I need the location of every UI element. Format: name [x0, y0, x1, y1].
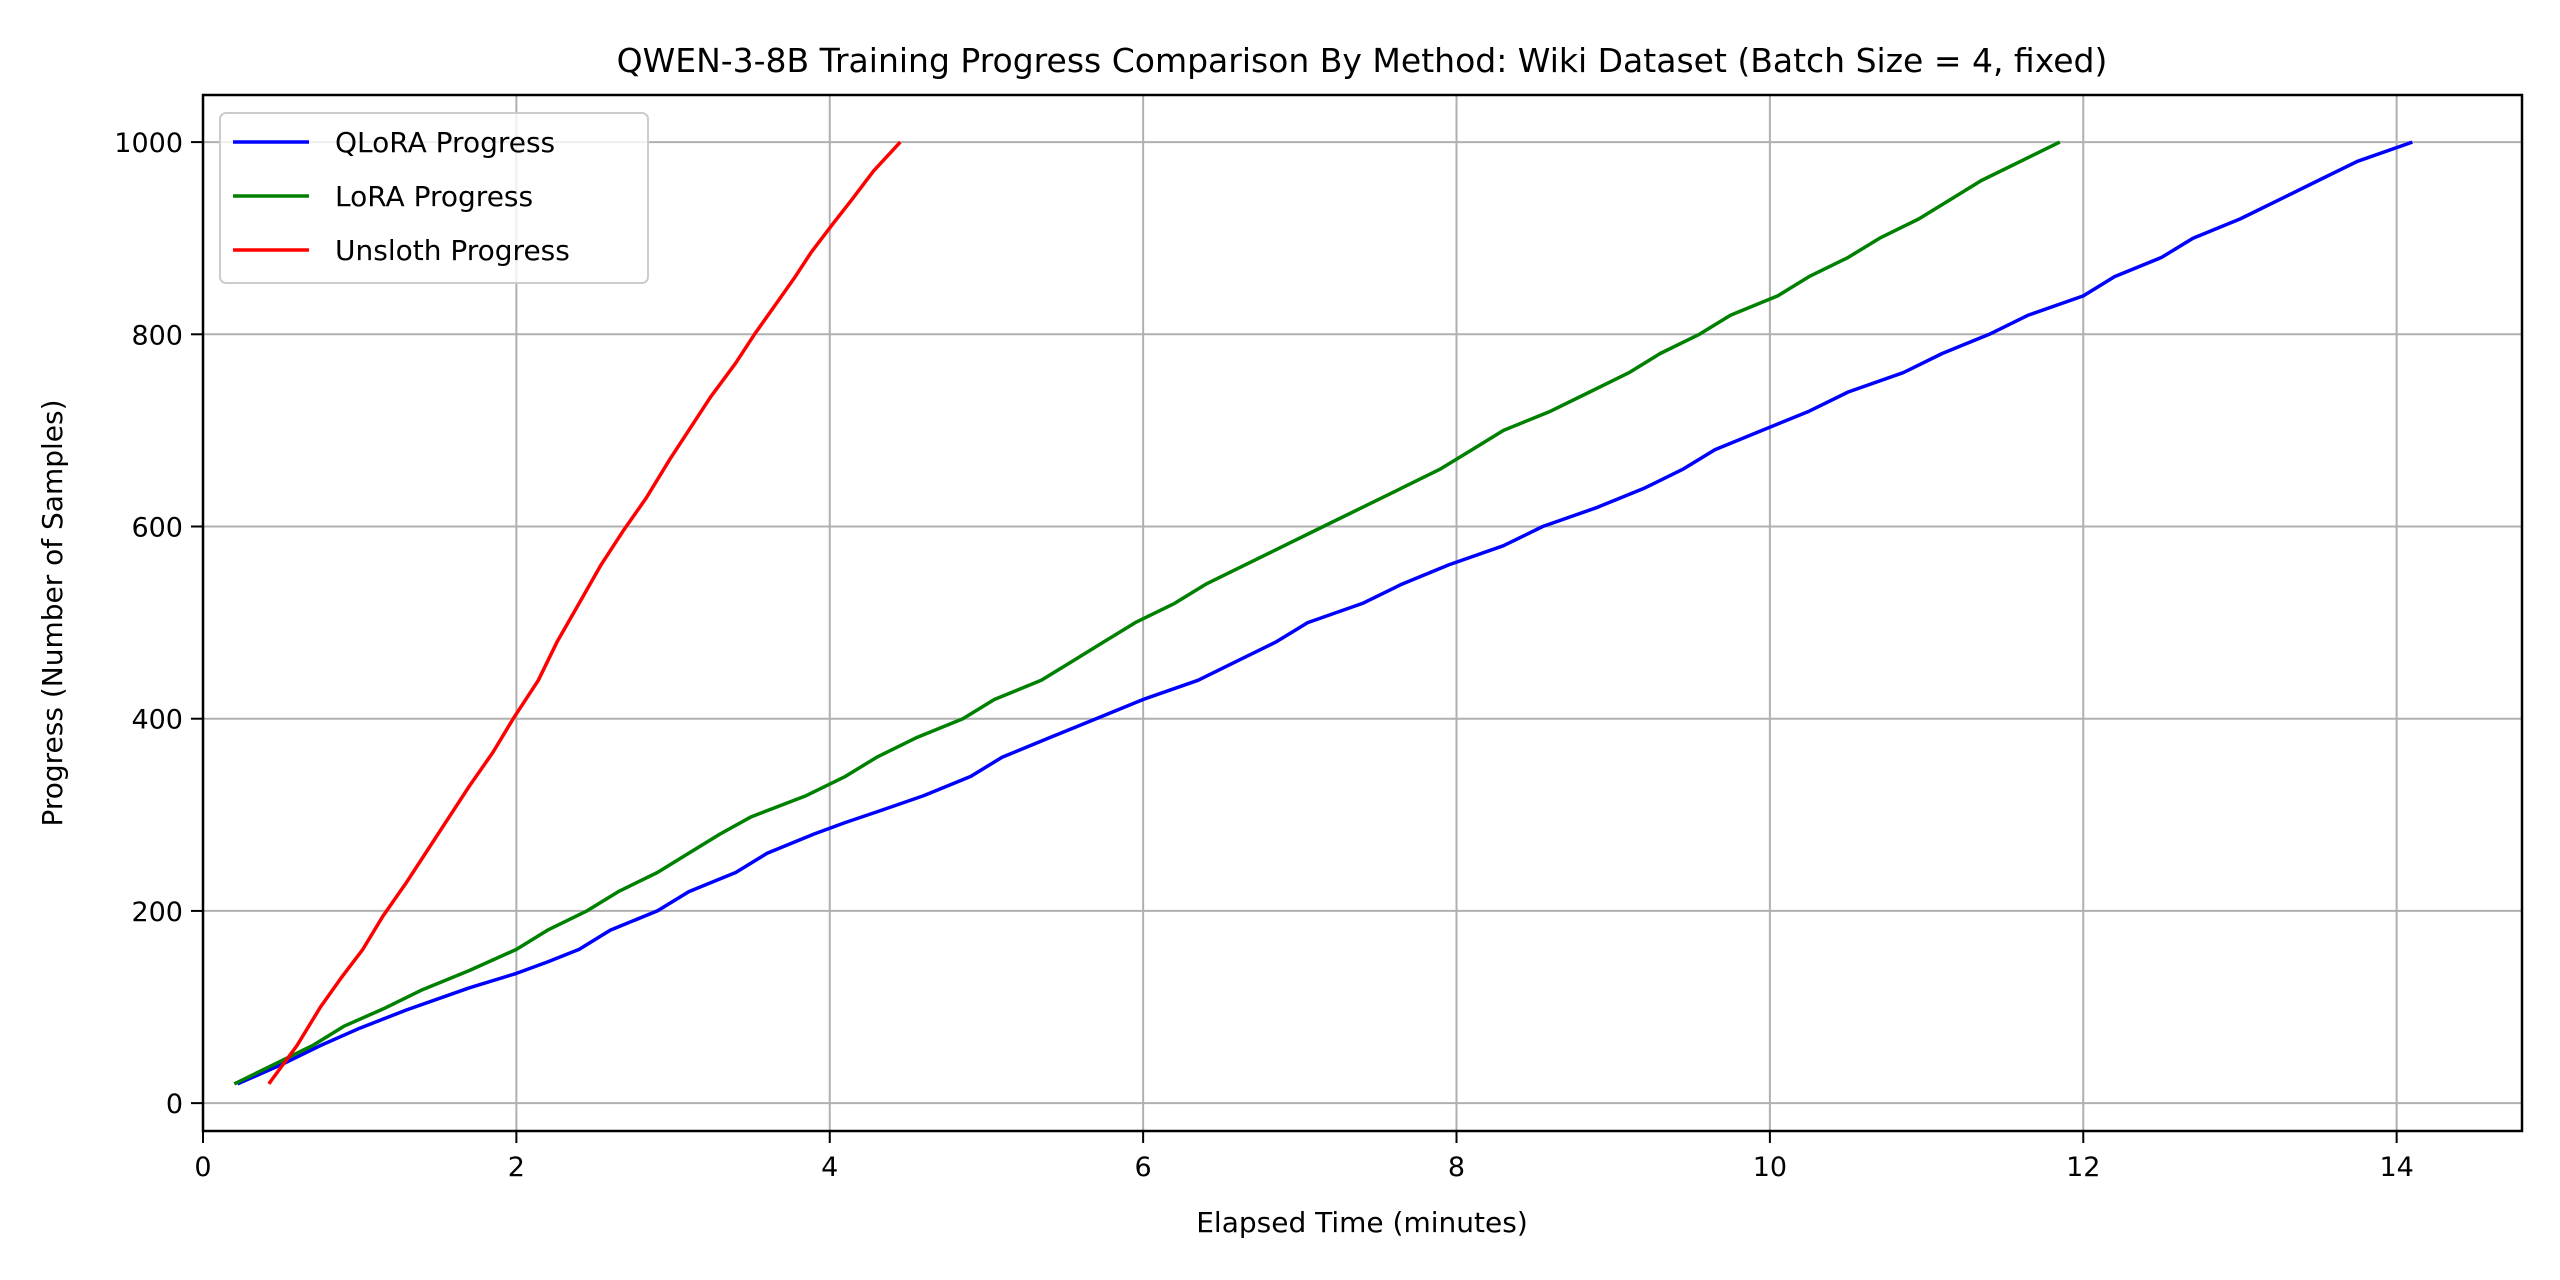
y-tick-label: 0 [166, 1089, 183, 1120]
x-tick-label: 2 [508, 1152, 525, 1183]
series-line-lora-progress [233, 140, 2061, 1086]
legend-label: QLoRA Progress [335, 126, 555, 159]
plot-frame [201, 93, 2524, 1133]
grid [202, 95, 2522, 1131]
y-tick-label: 800 [131, 320, 183, 351]
y-tick-label: 400 [131, 705, 183, 736]
x-tick-label: 12 [2066, 1152, 2100, 1183]
y-tick-label: 1000 [114, 128, 183, 159]
series-line-unsloth-progress [267, 140, 902, 1085]
y-axis-label: Progress (Number of Samples) [36, 399, 69, 826]
legend-label: LoRA Progress [335, 180, 533, 213]
x-tick-label: 4 [821, 1152, 838, 1183]
legend-label: Unsloth Progress [335, 234, 570, 267]
chart-title: QWEN-3-8B Training Progress Comparison B… [617, 41, 2108, 80]
x-tick-label: 10 [1753, 1152, 1787, 1183]
y-tick-label: 600 [131, 513, 183, 544]
x-tick-label: 6 [1135, 1152, 1152, 1183]
x-tick-label: 8 [1448, 1152, 1465, 1183]
series-lines [233, 140, 2413, 1086]
x-axis-label: Elapsed Time (minutes) [1196, 1206, 1528, 1239]
x-tick-label: 14 [2379, 1152, 2413, 1183]
legend: QLoRA Progress LoRA Progress Unsloth Progr… [219, 112, 649, 284]
legend-box [219, 112, 649, 284]
ticks: 0 2 4 6 8 10 12 14 0 200 400 600 800 1000 [114, 128, 2414, 1183]
series-line-qlora-progress [236, 140, 2413, 1086]
y-tick-label: 200 [131, 897, 183, 928]
x-tick-label: 0 [194, 1152, 211, 1183]
